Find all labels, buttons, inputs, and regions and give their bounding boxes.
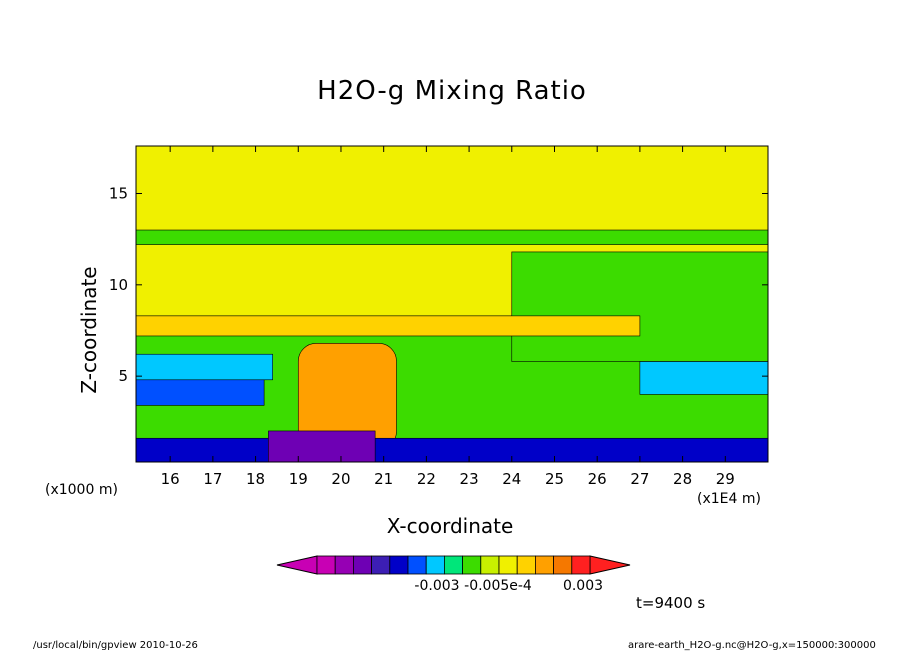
colorbar-tick-label: -0.005e-4 <box>464 578 532 594</box>
colorbar-swatch <box>316 555 336 575</box>
colorbar-swatch <box>371 555 391 575</box>
colorbar-swatch <box>334 555 354 575</box>
contour-region-cyan-right <box>639 361 768 395</box>
colorbar-tick-label: 0.003 <box>563 578 603 594</box>
x-tick-label: 19 <box>289 470 308 488</box>
colorbar-tick-label: -0.003 <box>414 578 459 594</box>
time-label: t=9400 s <box>636 594 706 612</box>
x-tick-label: 16 <box>161 470 180 488</box>
x-tick-label: 17 <box>203 470 222 488</box>
x-tick-label: 27 <box>630 470 649 488</box>
y-tick-label: 15 <box>109 184 128 202</box>
footer-data-source: arare-earth_H2O-g.nc@H2O-g,x=150000:3000… <box>628 640 876 651</box>
contour-region-purple-dip <box>268 430 376 462</box>
x-tick-label: 20 <box>331 470 350 488</box>
colorbar-swatch <box>535 555 555 575</box>
chart-title: H2O-g Mixing Ratio <box>317 76 587 106</box>
y-tick-label: 5 <box>118 367 128 385</box>
x-tick-label: 24 <box>502 470 521 488</box>
colorbar-swatch <box>480 555 500 575</box>
colorbar-swatch <box>352 555 372 575</box>
colorbar-swatch <box>571 555 591 575</box>
colorbar-swatch <box>498 555 518 575</box>
x-tick-label: 18 <box>246 470 265 488</box>
contour-region-anvil <box>136 315 641 337</box>
colorbar-swatch <box>553 555 573 575</box>
contour-region-green-band <box>136 229 768 245</box>
colorbar-max-arrow <box>589 555 631 575</box>
x-tick-label: 29 <box>716 470 735 488</box>
plot-frame <box>135 145 769 463</box>
colorbar-swatch <box>389 555 409 575</box>
x-scale-note: (x1E4 m) <box>697 491 761 507</box>
x-tick-label: 22 <box>417 470 436 488</box>
x-tick-label: 25 <box>545 470 564 488</box>
x-tick-label: 28 <box>673 470 692 488</box>
colorbar-swatch <box>425 555 445 575</box>
contour-region-upper-green-right <box>511 251 768 362</box>
x-tick-label: 23 <box>460 470 479 488</box>
y-tick-label: 10 <box>109 276 128 294</box>
colorbar-swatch <box>516 555 536 575</box>
colorbar-swatch <box>443 555 463 575</box>
x-tick-label: 21 <box>374 470 393 488</box>
x-axis-label: X-coordinate <box>386 514 514 538</box>
colorbar-swatch <box>462 555 482 575</box>
footer-program-info: /usr/local/bin/gpview 2010-10-26 <box>33 640 198 651</box>
contour-region-surface-dark <box>136 437 768 462</box>
contour-region-cyan-left <box>136 353 273 381</box>
colorbar-min-arrow <box>276 555 318 575</box>
colorbar-swatch <box>407 555 427 575</box>
contour-region-blue-left <box>136 379 265 406</box>
x-unit-note: (x1000 m) <box>45 482 118 498</box>
x-tick-label: 26 <box>588 470 607 488</box>
